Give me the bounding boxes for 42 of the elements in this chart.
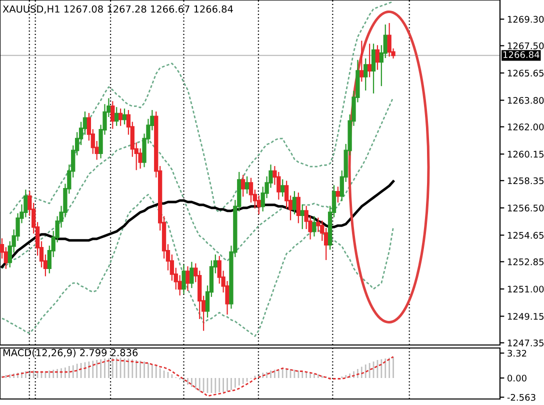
y-tick-label: 3.32 xyxy=(508,350,526,357)
candlestick xyxy=(292,191,297,214)
candlestick xyxy=(241,174,246,197)
candlestick xyxy=(336,186,340,203)
y-tick-label: 1260.15 xyxy=(508,150,544,158)
y-tick-label: 1269.30 xyxy=(508,16,544,23)
y-tick-label: 1249.15 xyxy=(508,312,544,320)
candlestick xyxy=(300,204,304,230)
candlestick xyxy=(375,45,380,70)
candlestick xyxy=(360,40,364,82)
chart-title: MACD(12,26,9) 2.799 2.836 xyxy=(3,348,138,358)
y-tick-label: 0.00 xyxy=(508,374,526,382)
candlestick xyxy=(387,23,392,57)
candlestick xyxy=(312,216,316,236)
candlestick xyxy=(190,262,194,288)
y-tick-label: 1263.80 xyxy=(508,96,544,104)
candlestick xyxy=(186,266,190,292)
candlestick xyxy=(296,192,300,224)
candlestick xyxy=(118,108,123,126)
chart-title: XAUUSD,H1 1267.08 1267.28 1266.67 1266.84 xyxy=(2,5,233,14)
y-tick-label: 1247.35 xyxy=(508,340,544,346)
line-series xyxy=(1,356,394,397)
y-tick-label: -2.563 xyxy=(507,394,536,401)
candlestick xyxy=(364,58,368,90)
y-tick-label: 1265.65 xyxy=(508,70,544,77)
y-tick-label: 1267.50 xyxy=(508,42,544,50)
ref-line-label: 1266.84 xyxy=(503,51,540,58)
candlestick xyxy=(367,44,372,78)
y-tick-label: 1252.85 xyxy=(508,258,544,266)
line-series xyxy=(1,194,394,337)
y-tick-label: 1258.35 xyxy=(508,177,544,184)
y-tick-label: 1251.00 xyxy=(508,286,544,293)
candlestick xyxy=(371,44,376,94)
candlestick xyxy=(114,107,119,126)
candlestick xyxy=(122,108,127,124)
candlestick xyxy=(280,179,285,197)
candlestick xyxy=(244,176,250,194)
y-tick-label: 1254.65 xyxy=(508,232,544,239)
line-series xyxy=(1,96,394,270)
y-tick-label: 1256.50 xyxy=(508,204,544,212)
candlestick xyxy=(110,101,115,129)
y-tick-label: 1262.00 xyxy=(508,124,544,130)
